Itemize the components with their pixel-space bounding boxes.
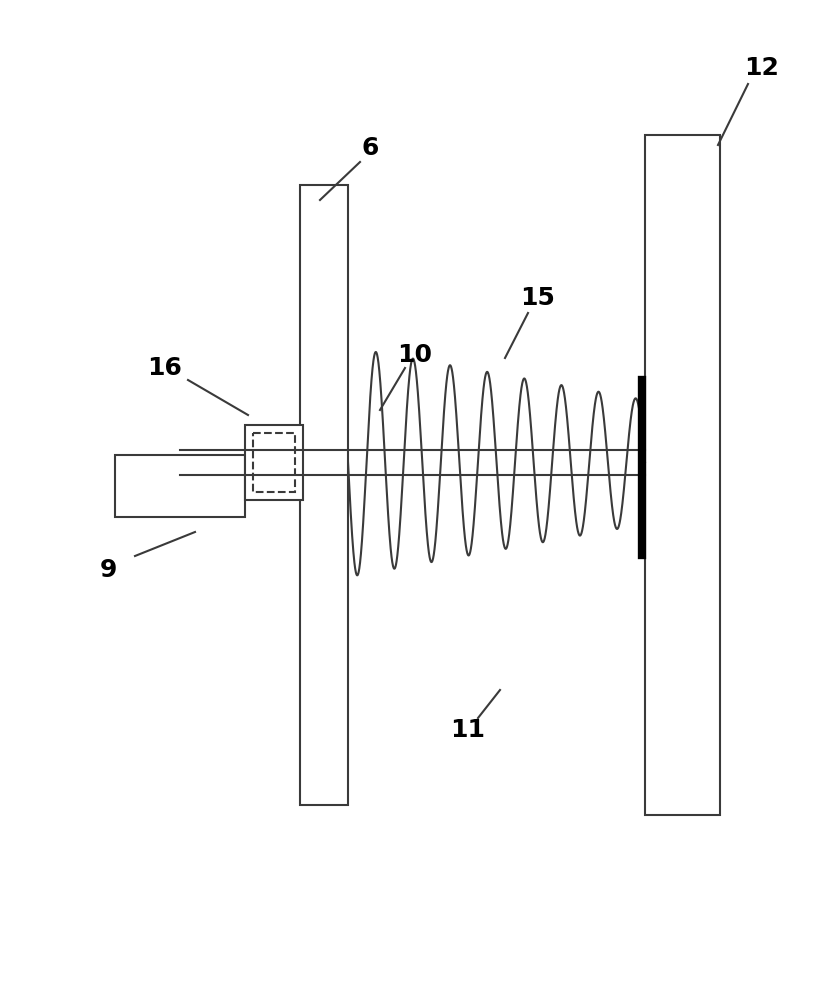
Text: 10: 10 — [397, 343, 432, 367]
Text: 6: 6 — [361, 136, 379, 160]
Bar — [253, 433, 295, 492]
Text: 11: 11 — [450, 718, 486, 742]
Bar — [645, 135, 720, 815]
Text: 9: 9 — [100, 558, 117, 582]
Text: 16: 16 — [148, 356, 183, 380]
Text: 12: 12 — [744, 56, 779, 80]
Bar — [245, 425, 303, 500]
Bar — [115, 455, 245, 517]
Text: 15: 15 — [521, 286, 556, 310]
Bar — [300, 185, 348, 805]
